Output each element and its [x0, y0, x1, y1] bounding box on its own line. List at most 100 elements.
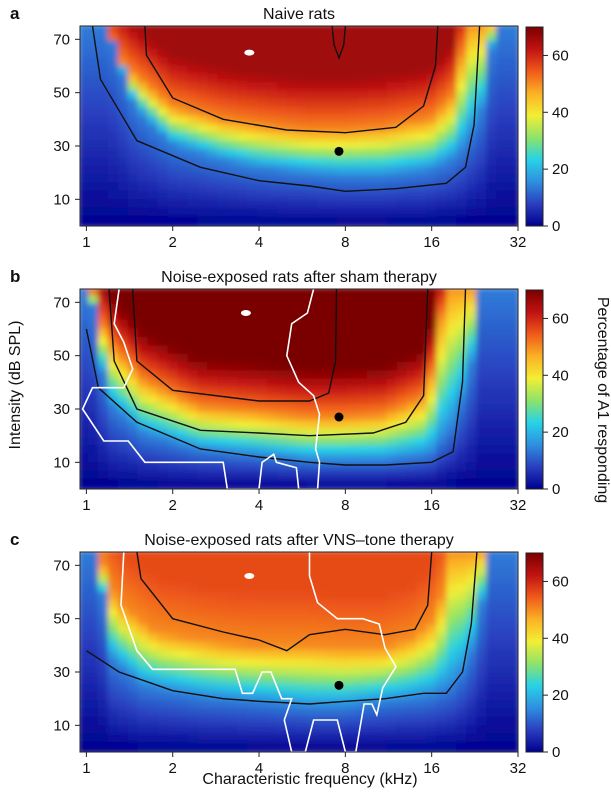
heatmap-cell: [187, 289, 202, 300]
heatmap-cell: [386, 552, 401, 563]
x-tick-label: 2: [169, 234, 177, 251]
heatmap-cell: [436, 215, 451, 226]
heatmap-cell: [197, 741, 212, 752]
heatmap-cell: [217, 478, 232, 489]
heatmap-cell: [127, 478, 142, 489]
heatmap-cell: [466, 26, 481, 37]
x-tick-label: 8: [341, 760, 349, 777]
contour-line: [132, 289, 338, 402]
heatmap-cell: [107, 26, 122, 37]
heatmap-cell: [386, 26, 401, 37]
heatmap-cell: [80, 552, 92, 563]
heatmap-cell: [476, 215, 491, 226]
heatmap-cell: [506, 462, 518, 475]
heatmap-cell: [366, 215, 381, 226]
heatmap-cell: [207, 26, 222, 37]
heatmap-cell: [237, 289, 252, 300]
heatmap-cell: [466, 741, 481, 752]
heatmap-cell: [506, 378, 518, 391]
heatmap-cell: [217, 289, 232, 300]
x-tick-label: 2: [169, 760, 177, 777]
heatmap-cell: [406, 552, 421, 563]
heatmap-cell: [187, 26, 202, 37]
heatmap-cell: [80, 303, 92, 316]
heatmap-cell: [80, 700, 92, 713]
heatmap-cell: [80, 99, 92, 112]
heatmap-cell: [376, 289, 391, 300]
heatmap-cell: [506, 591, 518, 604]
heatmap-cell: [416, 289, 431, 300]
marker-white: [244, 573, 255, 579]
heatmap-cell: [356, 289, 371, 300]
heatmap-cell: [316, 289, 331, 300]
heatmap-cell: [80, 437, 92, 450]
heatmap-cell: [506, 115, 518, 128]
heatmap-cell: [366, 26, 381, 37]
heatmap-cell: [80, 412, 92, 425]
x-tick-label: 8: [341, 497, 349, 514]
heatmap-cell: [376, 478, 391, 489]
heatmap-cell: [80, 453, 92, 466]
heatmap-cell: [127, 215, 142, 226]
heatmap-cell: [80, 82, 92, 95]
heatmap-cell: [426, 26, 441, 37]
heatmap-cell: [237, 741, 252, 752]
heatmap-cell: [80, 608, 92, 621]
heatmap-cell: [80, 683, 92, 696]
heatmap-cell: [456, 215, 471, 226]
heatmap-cell: [80, 600, 92, 613]
x-tick-label: 1: [82, 760, 90, 777]
heatmap-cell: [97, 741, 112, 752]
heatmap-cell: [107, 289, 122, 300]
heatmap: [80, 26, 518, 226]
heatmap-cell: [476, 741, 491, 752]
heatmap-cell: [80, 337, 92, 350]
heatmap-cell: [157, 26, 172, 37]
heatmap-cell: [506, 395, 518, 408]
heatmap-cell: [386, 741, 401, 752]
heatmap-cell: [506, 650, 518, 663]
heatmap-cell: [127, 741, 142, 752]
panel-letter: c: [10, 530, 19, 549]
y-tick-label: 30: [53, 138, 70, 155]
panel-letter: b: [10, 267, 20, 286]
heatmap-cell: [506, 337, 518, 350]
heatmap-cell: [80, 107, 92, 120]
colorbar: [525, 289, 544, 490]
heatmap-cell: [117, 26, 132, 37]
heatmap-cell: [376, 741, 391, 752]
heatmap-cell: [466, 289, 481, 300]
heatmap-cell: [237, 26, 252, 37]
heatmap-cell: [277, 289, 292, 300]
heatmap-cell: [80, 174, 92, 187]
heatmap-cell: [80, 675, 92, 688]
heatmap-cell: [80, 289, 92, 300]
heatmap-cell: [326, 26, 341, 37]
heatmap-cell: [336, 26, 351, 37]
heatmap-cell: [137, 552, 152, 563]
heatmap-cell: [80, 428, 92, 441]
heatmap-cell: [486, 289, 501, 300]
heatmap-cell: [137, 215, 152, 226]
heatmap-cell: [506, 289, 518, 300]
significance-outline: [81, 289, 321, 489]
heatmap-cell: [297, 215, 311, 226]
heatmap: [80, 289, 518, 489]
heatmap-cell: [506, 345, 518, 358]
heatmap-cell: [107, 215, 122, 226]
heatmap-cell: [227, 26, 242, 37]
heatmap-cell: [506, 99, 518, 112]
heatmap-cell: [197, 215, 212, 226]
y-tick-label: 50: [53, 348, 70, 365]
colorbar-tick-label: 40: [552, 630, 569, 647]
heatmap-cell: [80, 387, 92, 400]
contour-line: [85, 289, 467, 466]
heatmap-cell: [506, 207, 518, 220]
heatmap-cell: [316, 741, 331, 752]
heatmap-cell: [257, 215, 272, 226]
heatmap-cell: [247, 26, 262, 37]
heatmap-cell: [247, 552, 262, 563]
heatmap-cell: [80, 650, 92, 663]
heatmap-cell: [80, 115, 92, 128]
heatmap-cell: [506, 437, 518, 450]
